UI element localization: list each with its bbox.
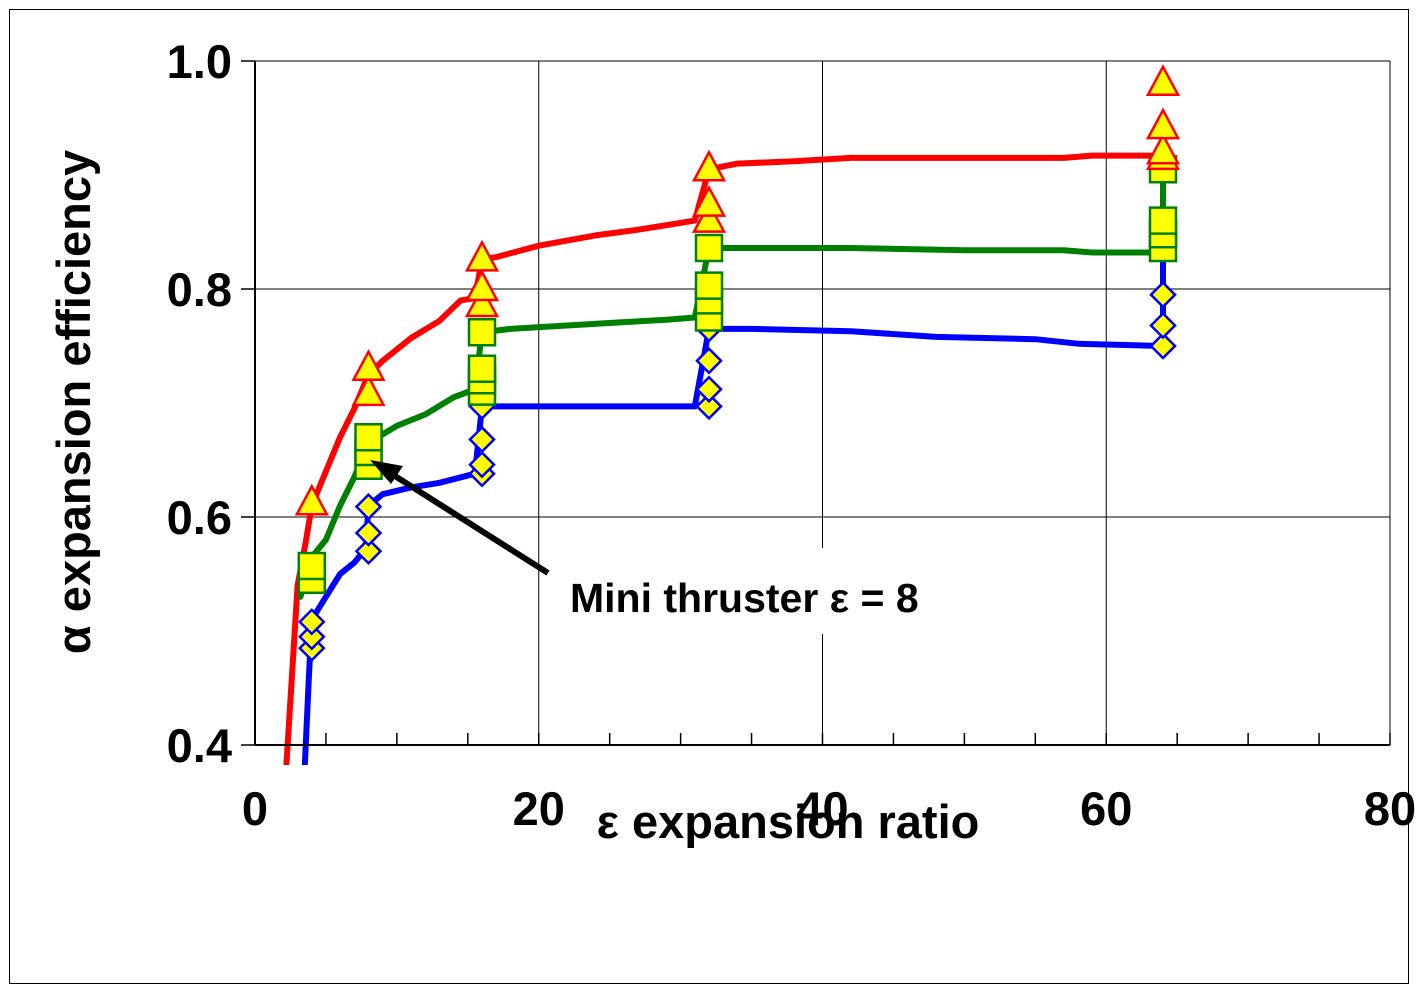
marker-diamond — [695, 375, 723, 404]
marker-diamond — [298, 608, 326, 636]
marker-triangle — [464, 269, 500, 302]
x-tick-label: 80 — [1364, 782, 1416, 835]
marker-square — [694, 271, 724, 300]
annotation-arrow-line — [393, 473, 550, 576]
marker-triangle — [294, 483, 329, 516]
y-tick-label: 0.4 — [167, 719, 232, 772]
marker-triangle — [351, 349, 386, 382]
grid-lines — [255, 60, 1391, 745]
marker-square — [1148, 206, 1178, 235]
marker-triangle — [691, 200, 727, 233]
marker-triangle — [1145, 64, 1181, 97]
x-tick-label: 60 — [1080, 782, 1132, 835]
annotation-text: Mini thruster ε = 8 — [570, 575, 919, 621]
marker-square — [467, 318, 497, 347]
x-tick-label: 0 — [242, 782, 268, 835]
marker-layer — [294, 64, 1181, 662]
marker-diamond — [468, 425, 496, 454]
series-line-square — [297, 160, 1166, 600]
marker-square — [297, 551, 327, 581]
marker-diamond — [354, 519, 383, 547]
marker-square — [694, 233, 724, 263]
marker-triangle — [351, 374, 386, 407]
marker-triangle — [1145, 107, 1181, 140]
x-axis-title: ε expansion ratio — [597, 795, 980, 848]
marker-triangle — [464, 239, 500, 272]
marker-diamond — [695, 347, 723, 375]
marker-diamond — [695, 392, 723, 421]
marker-diamond — [354, 537, 383, 565]
labels: ε expansion ratio α expansion efficiency — [47, 150, 979, 848]
x-tick-label: 40 — [796, 782, 848, 835]
annotation: Mini thruster ε = 8 — [370, 460, 1032, 634]
marker-triangle — [691, 184, 727, 217]
axes: 0 20 40 60 80 0.4 0.6 0.8 1.0 — [167, 35, 1416, 835]
marker-triangle — [464, 285, 500, 318]
marker-triangle — [1145, 132, 1181, 165]
y-tick-label: 0.6 — [167, 491, 232, 544]
marker-diamond — [1149, 311, 1177, 340]
marker-diamond — [354, 492, 383, 521]
marker-diamond — [468, 450, 496, 479]
marker-diamond — [1149, 332, 1177, 360]
y-tick-label: 1.0 — [167, 35, 232, 88]
marker-square — [354, 422, 383, 452]
marker-triangle — [691, 149, 727, 182]
annotation-background — [562, 548, 1032, 634]
y-axis-title: α expansion efficiency — [47, 150, 100, 654]
annotation-arrow-head — [370, 460, 403, 484]
marker-diamond — [1149, 280, 1177, 309]
marker-square — [467, 354, 497, 384]
marker-diamond — [298, 622, 326, 651]
series-line-diamond — [301, 249, 1166, 765]
x-tick-label: 20 — [513, 782, 565, 835]
series-layer — [283, 152, 1166, 765]
y-tick-label: 0.8 — [167, 263, 232, 316]
